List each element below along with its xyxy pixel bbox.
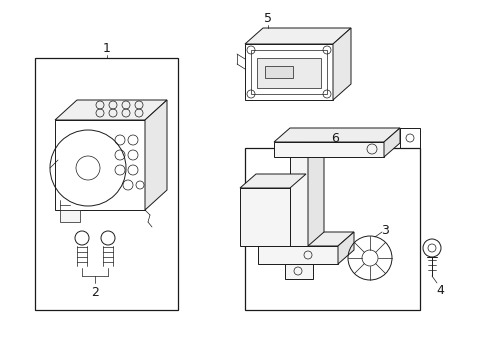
Text: 6: 6	[330, 131, 338, 144]
Polygon shape	[307, 142, 324, 246]
Text: 3: 3	[380, 224, 388, 237]
Polygon shape	[332, 28, 350, 100]
Text: 5: 5	[264, 12, 271, 24]
Bar	[399, 128, 419, 148]
Polygon shape	[289, 142, 324, 156]
Bar	[35, 58, 178, 310]
Bar	[257, 58, 320, 88]
Circle shape	[101, 231, 115, 245]
Circle shape	[75, 231, 89, 245]
Bar	[244, 148, 419, 310]
Polygon shape	[273, 128, 399, 142]
Polygon shape	[244, 28, 350, 44]
Polygon shape	[258, 232, 353, 246]
Polygon shape	[240, 174, 305, 188]
Text: 4: 4	[435, 284, 443, 297]
Text: 1: 1	[103, 41, 111, 54]
Bar	[244, 44, 332, 100]
Bar	[55, 120, 145, 210]
Polygon shape	[55, 100, 167, 120]
Bar	[258, 246, 337, 264]
Bar	[289, 156, 307, 246]
Bar	[264, 66, 292, 78]
Polygon shape	[145, 100, 167, 210]
Polygon shape	[383, 128, 399, 157]
Bar	[240, 188, 289, 246]
Bar	[250, 50, 326, 94]
Bar	[285, 264, 312, 279]
Polygon shape	[60, 210, 80, 222]
Polygon shape	[337, 232, 353, 264]
Text: 2: 2	[91, 287, 99, 300]
Bar	[273, 142, 383, 157]
